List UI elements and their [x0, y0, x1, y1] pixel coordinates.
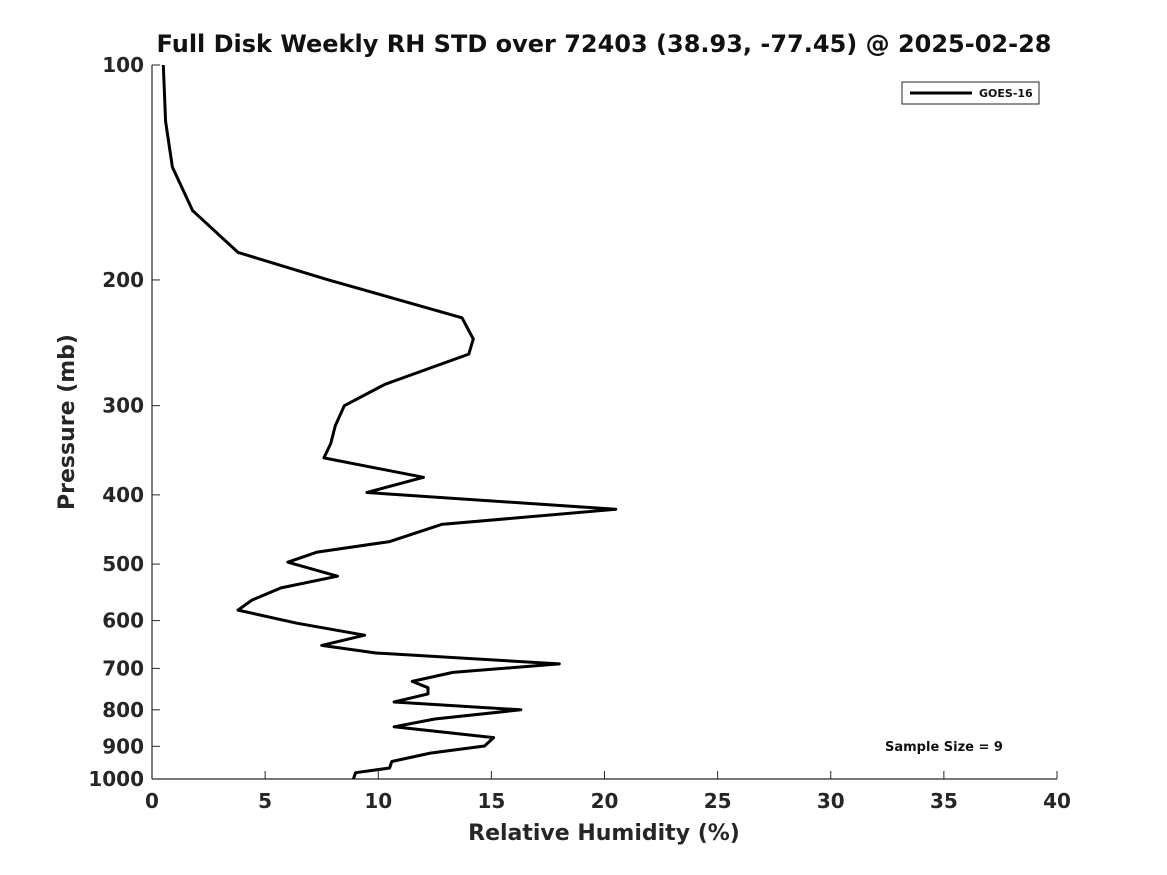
x-tick-label: 10: [364, 789, 392, 813]
y-tick-label: 700: [102, 656, 144, 680]
y-tick-label: 600: [102, 609, 144, 633]
legend: GOES-16: [901, 81, 1040, 105]
x-tick-label: 40: [1043, 789, 1071, 813]
y-tick-label: 500: [102, 552, 144, 576]
y-ticks: 100 200 300 400 500 600 700 800 900 1000: [88, 53, 160, 791]
y-tick-label: 800: [102, 698, 144, 722]
x-tick-label: 5: [258, 789, 272, 813]
x-axis-label: Relative Humidity (%): [468, 821, 740, 846]
y-axis-label: Pressure (mb): [55, 334, 80, 510]
x-tick-label: 15: [477, 789, 505, 813]
y-tick-label: 200: [102, 268, 144, 292]
x-ticks: 0 5 10 15 20 25 30 35 40: [145, 771, 1071, 813]
y-tick-label: 300: [102, 394, 144, 418]
x-tick-label: 30: [817, 789, 845, 813]
x-tick-label: 35: [930, 789, 958, 813]
x-tick-label: 20: [591, 789, 619, 813]
sample-size-annotation: Sample Size = 9: [885, 740, 1003, 755]
series-line-goes-16: [161, 64, 618, 780]
legend-label: GOES-16: [979, 87, 1033, 100]
y-tick-label: 100: [102, 53, 144, 77]
y-tick-label: 400: [102, 483, 144, 507]
x-tick-label: 25: [704, 789, 732, 813]
chart-title: Full Disk Weekly RH STD over 72403 (38.9…: [157, 30, 1052, 58]
y-tick-label: 900: [102, 734, 144, 758]
plot-axes: [151, 65, 1057, 780]
y-tick-label: 1000: [88, 767, 144, 791]
x-tick-label: 0: [145, 789, 159, 813]
